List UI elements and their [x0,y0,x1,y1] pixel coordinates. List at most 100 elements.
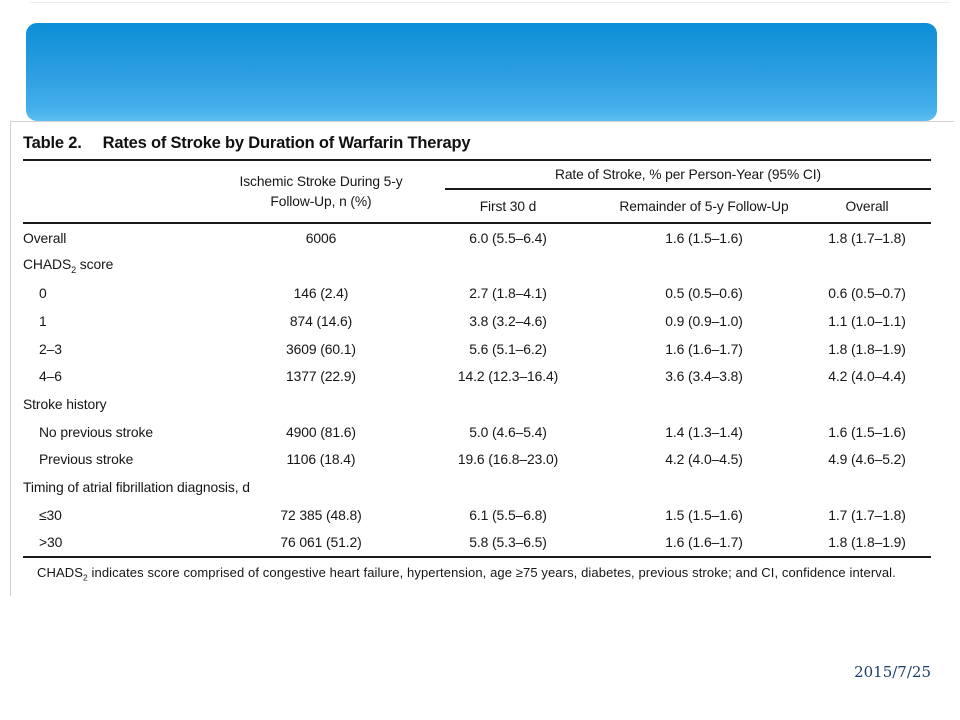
overall-cell [803,252,931,280]
overall-cell: 1.1 (1.0–1.1) [828,312,906,329]
column-header-remainder: Remainder of 5-y Follow-Up [605,190,803,224]
remainder-cell: 1.6 (1.6–1.7) [605,528,803,559]
first-30d-cell: 5.6 (5.1–6.2) [469,340,547,357]
overall-cell: 4.2 (4.0–4.4) [828,368,906,385]
first-30d-cell: 5.8 (5.3–6.5) [411,528,605,559]
overall-cell [803,473,931,501]
remainder-cell [605,390,803,418]
row-label-cell: Stroke history [23,390,231,418]
row-label-rest: score [76,256,114,273]
row-label-cell: >30 [23,528,231,559]
column-header-empty [23,159,231,190]
first-30d-cell: 14.2 (12.3–16.4) [457,368,559,385]
row-label-cell: CHADS2 score [23,252,231,280]
section-row-timing: Timing of atrial fibrillation diagnosis,… [23,473,931,501]
n-cell: 76 061 (51.2) [231,528,411,559]
first-30d-cell [411,473,605,501]
remainder-cell: 0.5 (0.5–0.6) [665,285,743,302]
n-cell: 3609 (60.1) [286,340,356,357]
row-label-cell: No previous stroke [23,418,231,446]
header-row-cols: First 30 d Remainder of 5-y Follow-Up Ov… [23,190,931,224]
table-row-timing-le30: ≤30 72 385 (48.8) 6.1 (5.5–6.8) 1.5 (1.5… [23,501,931,529]
overall-cell: 1.8 (1.7–1.8) [828,229,906,246]
table-title-text: Rates of Stroke by Duration of Warfarin … [102,134,471,152]
row-label: >30 [39,534,63,551]
first-30d-cell [411,390,605,418]
first-30d-cell [411,252,605,280]
row-label-cell: 1 [23,307,231,335]
row-label: Overall [23,229,67,246]
first-30d-cell: 5.0 (4.6–5.4) [469,423,547,440]
row-label-subscript: 2 [71,264,77,275]
row-label-cell: Previous stroke [23,446,231,474]
footnote-subscript: 2 [83,572,88,583]
table-number: Table 2. [23,134,82,152]
n-cell [231,252,411,280]
n-cell: 146 (2.4) [293,285,349,302]
table-row-timing-gt30: >30 76 061 (51.2) 5.8 (5.3–6.5) 1.6 (1.6… [23,528,931,559]
table-row-chads-1: 1 874 (14.6) 3.8 (3.2–4.6) 0.9 (0.9–1.0)… [23,307,931,335]
column-header-spacer [23,190,231,224]
remainder-cell: 0.9 (0.9–1.0) [665,312,743,329]
n-cell: 1377 (22.9) [286,368,356,385]
overall-cell: 1.8 (1.8–1.9) [828,340,906,357]
row-label: 2–3 [39,340,62,357]
first-30d-cell: 3.8 (3.2–4.6) [469,312,547,329]
stroke-rates-table: Ischemic Stroke During 5-y Follow-Up, n … [23,159,931,559]
n-cell: 6006 [305,229,337,246]
table-footnote: CHADS2 indicates score comprised of cong… [37,565,942,584]
n-cell: 72 385 (48.8) [280,506,362,523]
overall-cell [803,390,931,418]
overall-cell: 0.6 (0.5–0.7) [828,285,906,302]
table-row-chads-2-3: 2–3 3609 (60.1) 5.6 (5.1–6.2) 1.6 (1.6–1… [23,335,931,363]
row-label: Previous stroke [39,451,134,468]
row-label: Stroke history [23,395,107,412]
footnote-chads-prefix: CHADS [37,565,84,581]
row-label-cell: Timing of atrial fibrillation diagnosis,… [23,473,250,501]
row-label-cell: 0 [23,279,231,307]
row-label: No previous stroke [39,423,154,440]
row-label-cell: 4–6 [23,362,231,390]
table-row-no-previous-stroke: No previous stroke 4900 (81.6) 5.0 (4.6–… [23,418,931,446]
slide-top-edge [30,2,950,3]
rate-span-label: Rate of Stroke, % per Person-Year (95% C… [445,167,931,190]
row-label: 4–6 [39,368,62,385]
remainder-cell: 1.6 (1.6–1.7) [665,340,743,357]
slide-date: 2015/7/25 [854,663,931,681]
column-header-n: Ischemic Stroke During 5-y Follow-Up, n … [231,159,411,224]
table-row-chads-4-6: 4–6 1377 (22.9) 14.2 (12.3–16.4) 3.6 (3.… [23,362,931,390]
first-30d-cell: 6.0 (5.5–6.4) [469,229,547,246]
remainder-cell [605,473,803,501]
column-header-rate-span: Rate of Stroke, % per Person-Year (95% C… [411,159,931,190]
header-row-span: Ischemic Stroke During 5-y Follow-Up, n … [23,159,931,224]
row-label: 0 [39,285,47,302]
section-row-chads2: CHADS2 score [23,252,931,280]
column-header-first-30d: First 30 d [411,190,605,224]
row-label: ≤30 [39,506,62,523]
column-header-overall: Overall [803,190,931,224]
remainder-cell [605,252,803,280]
overall-cell: 1.6 (1.5–1.6) [828,423,906,440]
first-30d-cell: 6.1 (5.5–6.8) [469,506,547,523]
row-label-cell: Overall [23,223,231,252]
remainder-cell: 1.6 (1.5–1.6) [665,229,743,246]
row-label: CHADS [23,256,72,273]
remainder-cell: 3.6 (3.4–3.8) [665,368,743,385]
n-cell: 874 (14.6) [289,312,353,329]
overall-cell: 1.8 (1.8–1.9) [803,528,931,559]
first-30d-cell: 19.6 (16.8–23.0) [457,451,559,468]
table-title: Table 2. Rates of Stroke by Duration of W… [23,133,954,153]
table-row-overall: Overall 6006 6.0 (5.5–6.4) 1.6 (1.5–1.6)… [23,223,931,252]
footnote-text: indicates score comprised of congestive … [87,565,896,581]
table-row-chads-0: 0 146 (2.4) 2.7 (1.8–4.1) 0.5 (0.5–0.6) … [23,279,931,307]
table-panel: Table 2. Rates of Stroke by Duration of W… [10,121,954,596]
section-row-stroke-history: Stroke history [23,390,931,418]
n-cell [231,390,411,418]
row-label-cell: ≤30 [23,501,231,529]
row-label: Timing of atrial fibrillation diagnosis,… [23,479,250,496]
n-cell [231,473,411,501]
remainder-cell: 1.4 (1.3–1.4) [665,423,743,440]
remainder-cell: 1.5 (1.5–1.6) [665,506,743,523]
slide-title-bar [26,23,937,121]
remainder-cell: 4.2 (4.0–4.5) [665,451,743,468]
